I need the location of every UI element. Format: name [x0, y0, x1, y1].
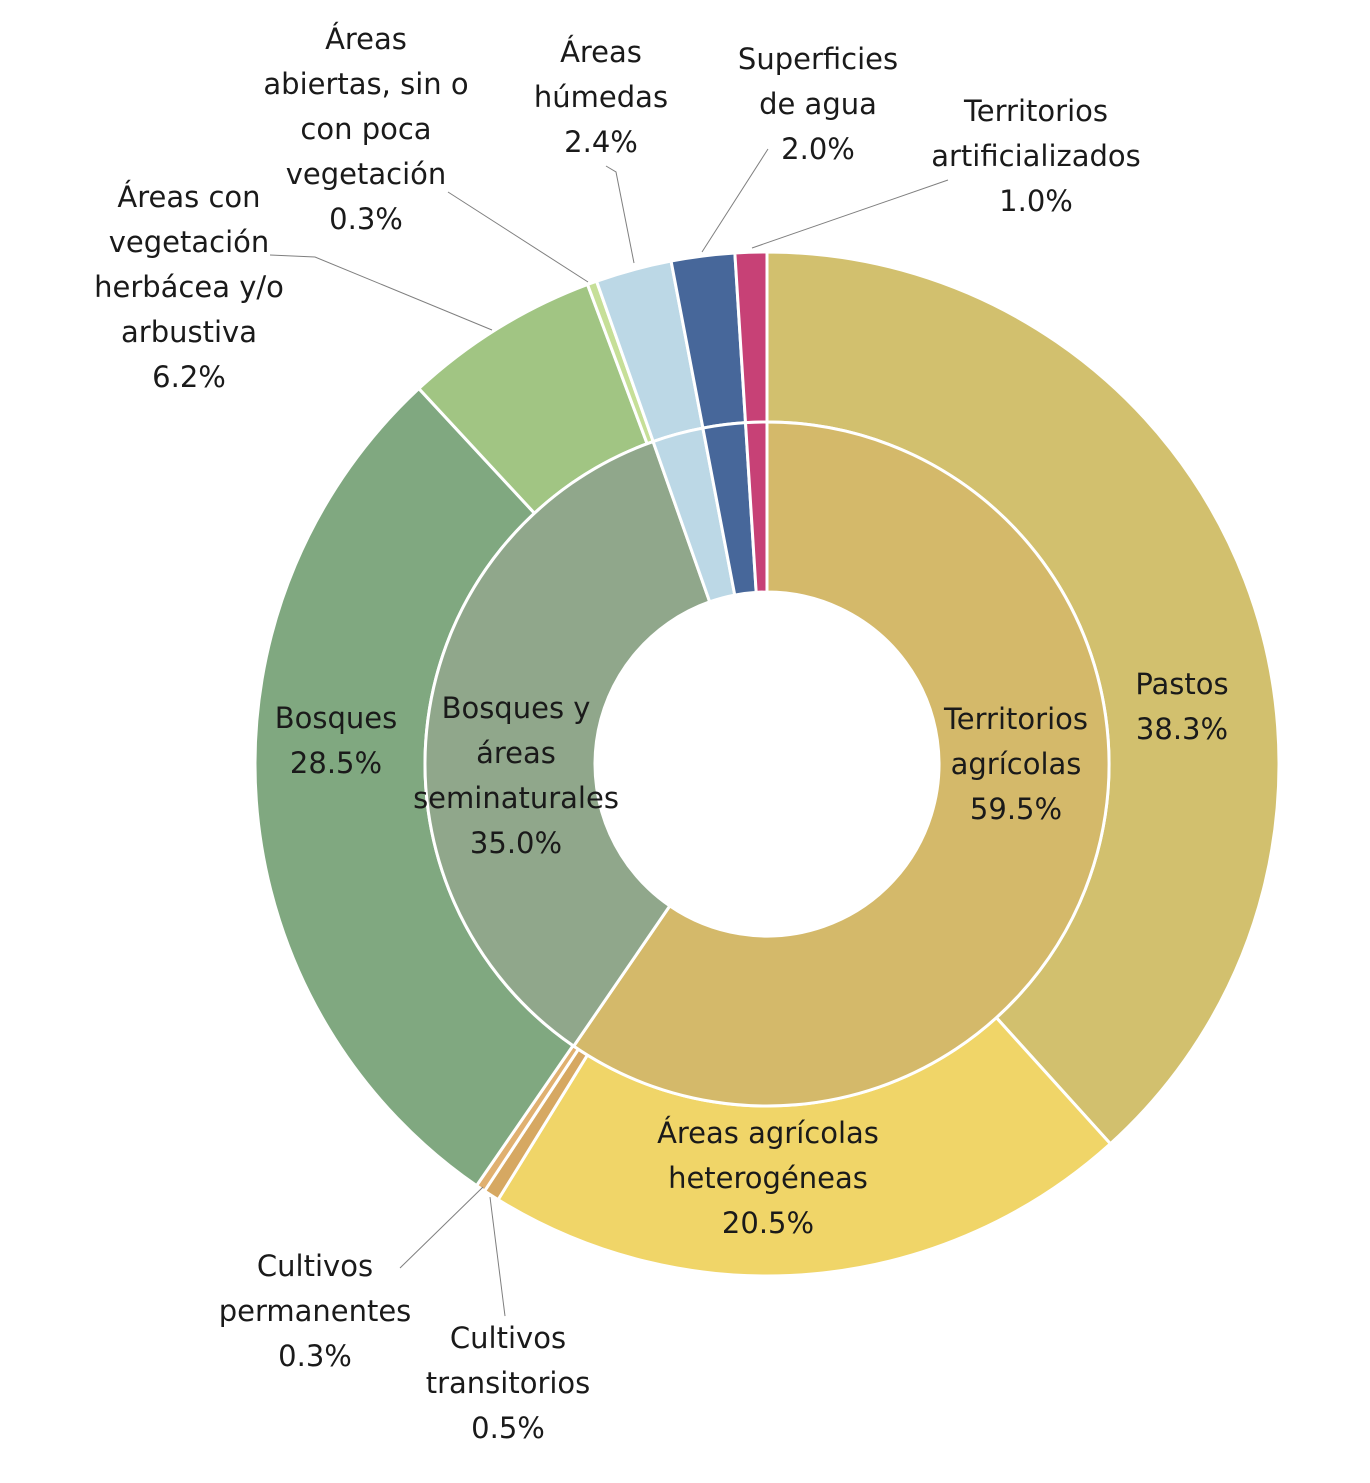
outer-leader-areas-humedas	[605, 165, 635, 264]
outer-leader-areas-con-vegetacion-herbacea-y-o-arbustiva	[269, 254, 493, 331]
inner-slice-bosques-y-areas-seminaturales	[423, 439, 712, 1049]
data-labels: Pastos 38.3% Áreas agrícolas heterogéneas 20…	[94, 22, 1229, 1445]
outer-leader-areas-abiertas-sin-o-con-poca-vegetacion	[447, 191, 589, 283]
outer-label-pastos: Pastos 38.3%	[1135, 667, 1228, 746]
inner-label-territorios-agricolas: Territorios agrícolas 59.5%	[943, 702, 1088, 826]
outer-ring	[253, 250, 1281, 1278]
outer-leader-cultivos-transitorios	[489, 1196, 506, 1317]
outer-leader-superficies-de-agua	[701, 148, 769, 253]
inner-ring	[423, 420, 1111, 1108]
inner-slice-territorios-artificializados	[743, 420, 769, 594]
inner-label-bosques-y-areas-seminaturales: Bosques y áreas seminaturales 35.0%	[413, 691, 619, 860]
outer-label-areas-abiertas-sin-o-con-poca-vegetacion: Áreas abiertas, sin o con poca vegetación 0.…	[263, 22, 468, 236]
inner-slice-territorios-agricolas	[571, 420, 1111, 1108]
leader-lines	[269, 148, 949, 1317]
outer-label-territorios-artificializados: Territorios artificializados 1.0%	[931, 94, 1141, 218]
outer-label-superficies-de-agua: Superficies de agua 2.0%	[738, 42, 898, 166]
outer-label-areas-agricolas-heterogeneas: Áreas agrícolas heterogéneas 20.5%	[657, 1116, 879, 1240]
outer-label-bosques: Bosques 28.5%	[275, 701, 398, 780]
outer-label-areas-humedas: Áreas húmedas 2.4%	[534, 35, 668, 159]
outer-label-cultivos-transitorios: Cultivos transitorios 0.5%	[426, 1321, 591, 1445]
outer-leader-territorios-artificializados	[751, 179, 949, 249]
outer-leader-cultivos-permanentes	[399, 1186, 484, 1269]
outer-label-areas-con-vegetacion-herbacea-y-o-arbustiva: Áreas con vegetación herbácea y/o arbustiva…	[94, 180, 284, 394]
outer-label-cultivos-permanentes: Cultivos permanentes 0.3%	[219, 1249, 412, 1373]
